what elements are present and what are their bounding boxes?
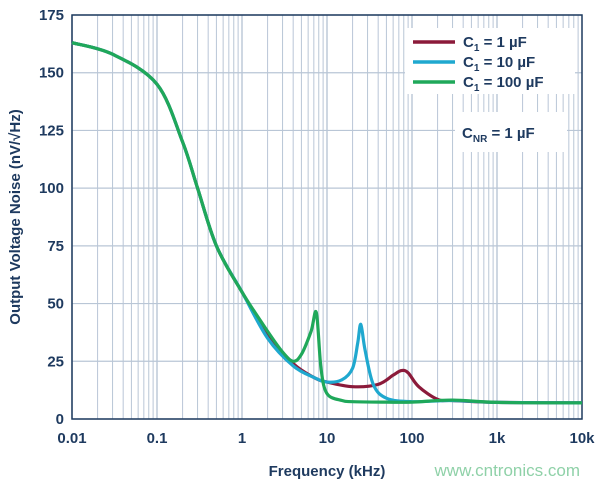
y-tick-label: 150: [39, 65, 64, 82]
legend-label: C1 = 1 µF: [463, 34, 527, 54]
y-tick-label: 0: [56, 411, 64, 428]
x-tick-label: 0.1: [147, 430, 168, 447]
y-tick-label: 25: [47, 353, 64, 370]
annotation-box: [455, 112, 567, 152]
y-tick-label: 100: [39, 180, 64, 197]
legend-label: C1 = 100 µF: [463, 74, 544, 94]
y-tick-label: 75: [47, 238, 64, 255]
x-tick-label: 1: [238, 430, 246, 447]
x-tick-label: 1k: [489, 430, 506, 447]
plot-frame: [71, 14, 583, 420]
x-axis-label: Frequency (kHz): [269, 463, 386, 480]
x-tick-label: 0.01: [57, 430, 86, 447]
series-lines: [71, 41, 583, 405]
legend-label: C1 = 10 µF: [463, 54, 535, 74]
y-axis-label: Output Voltage Noise (nV/√Hz): [7, 109, 24, 324]
y-tick-label: 175: [39, 7, 64, 24]
cnr-annotation: CNR = 1 µF: [462, 125, 535, 145]
y-tick-label: 50: [47, 296, 64, 313]
x-tick-label: 10: [319, 430, 336, 447]
series-line-3: [71, 41, 583, 405]
tick-labels: 0.01 0.1 1 10 100 1k 10k 0 25 50 75 100 125 150 175: [39, 7, 595, 447]
x-tick-label: 10k: [569, 430, 595, 447]
watermark: www.cntronics.com: [434, 461, 580, 480]
y-tick-label: 125: [39, 122, 64, 139]
x-tick-label: 100: [399, 430, 424, 447]
